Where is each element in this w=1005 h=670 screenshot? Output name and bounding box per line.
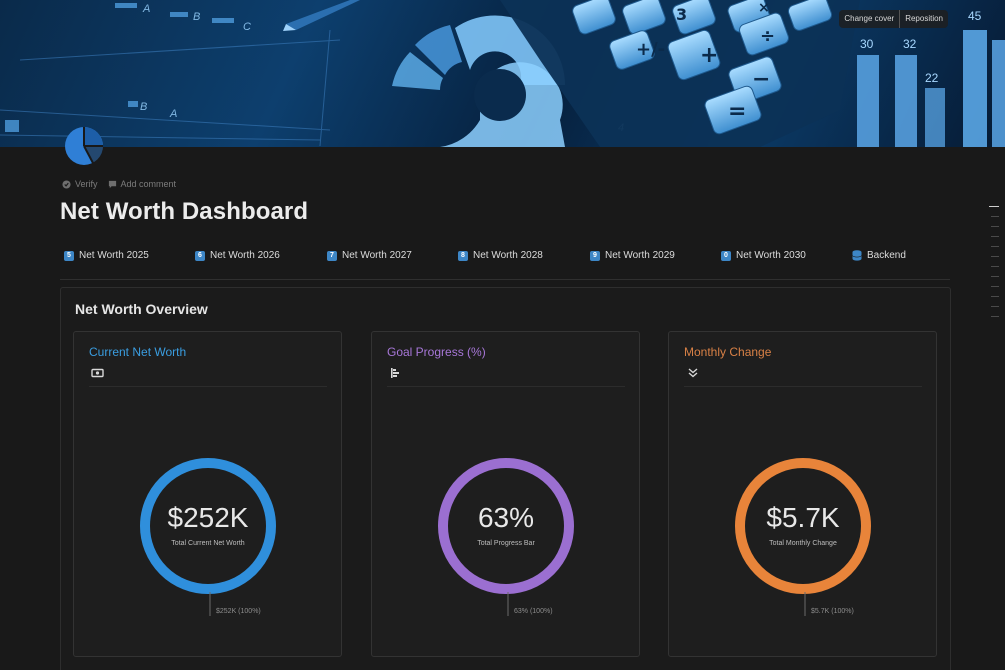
svg-text:32: 32	[903, 37, 917, 51]
svg-text:÷: ÷	[760, 26, 775, 47]
keycap-7-icon: 7	[327, 250, 337, 261]
svg-text:B: B	[140, 101, 147, 113]
card-divider	[89, 386, 327, 387]
net-worth-overview-section: Net Worth Overview Current Net Worth $25…	[60, 287, 951, 670]
card-title: Current Net Worth	[89, 345, 187, 359]
keycap-0-icon: 0	[721, 250, 731, 261]
svg-text:A: A	[142, 3, 150, 15]
donut-chart	[140, 458, 276, 594]
svg-text:45: 45	[968, 9, 982, 23]
keycap-9-icon: 9	[590, 250, 600, 261]
link-label: Backend	[867, 250, 906, 261]
svg-text:−: −	[752, 67, 770, 92]
svg-text:B: B	[193, 11, 200, 23]
year-links-row: 5 Net Worth 2025 6 Net Worth 2026 7 Net …	[64, 250, 924, 264]
link-label: Net Worth 2028	[473, 250, 543, 261]
add-comment-button[interactable]: Add comment	[108, 179, 177, 189]
link-label: Net Worth 2027	[342, 250, 412, 261]
overview-title: Net Worth Overview	[75, 301, 208, 317]
metric-subtitle: Total Current Net Worth	[171, 540, 245, 547]
card-divider	[387, 386, 625, 387]
database-icon	[852, 250, 862, 261]
card-divider	[684, 386, 922, 387]
goal-progress-card[interactable]: Goal Progress (%) 63% Total Progress Bar…	[371, 331, 640, 657]
svg-text:=: =	[728, 99, 746, 124]
svg-text:+: +	[700, 43, 718, 68]
label-leader-line	[507, 592, 509, 616]
svg-text:+/-: +/-	[636, 39, 665, 60]
link-net-worth-2026[interactable]: 6 Net Worth 2026	[195, 250, 280, 261]
double-chevron-down-icon	[688, 368, 698, 378]
slice-label: 63% (100%)	[514, 608, 553, 615]
cover-actions: Change cover Reposition	[839, 10, 948, 28]
banknote-icon	[91, 368, 104, 378]
link-label: Net Worth 2025	[79, 250, 149, 261]
svg-text:3: 3	[676, 5, 687, 24]
change-cover-button[interactable]: Change cover	[844, 14, 895, 23]
outline-navigator[interactable]	[989, 206, 1001, 326]
current-net-worth-card[interactable]: Current Net Worth $252K Total Current Ne…	[73, 331, 342, 657]
check-badge-icon	[62, 179, 71, 189]
metric-value: 63%	[477, 502, 535, 533]
link-label: Net Worth 2030	[736, 250, 806, 261]
svg-text:C: C	[243, 21, 251, 33]
page-meta-row: Verify Add comment	[62, 179, 176, 189]
link-net-worth-2027[interactable]: 7 Net Worth 2027	[327, 250, 412, 261]
keycap-8-icon: 8	[458, 250, 468, 261]
link-net-worth-2030[interactable]: 0 Net Worth 2030	[721, 250, 806, 261]
cover-artwork: A B C B A 4	[0, 0, 1005, 147]
monthly-change-card[interactable]: Monthly Change $5.7K Total Monthly Chang…	[668, 331, 937, 657]
cover-image[interactable]: A B C B A 4	[0, 0, 1005, 147]
divider	[60, 279, 950, 280]
label-leader-line	[209, 592, 211, 616]
donut-chart	[438, 458, 574, 594]
metric-subtitle: Total Monthly Change	[769, 540, 837, 547]
slice-label: $252K (100%)	[216, 608, 261, 615]
keycap-6-icon: 6	[195, 250, 205, 261]
donut-slice	[735, 458, 871, 594]
keycap-5-icon: 5	[64, 250, 74, 261]
link-net-worth-2029[interactable]: 9 Net Worth 2029	[590, 250, 675, 261]
metric-value: $252K	[167, 502, 249, 533]
link-net-worth-2025[interactable]: 5 Net Worth 2025	[64, 250, 149, 261]
verify-label: Verify	[75, 179, 98, 189]
svg-text:30: 30	[860, 37, 874, 51]
donut-slice	[140, 458, 276, 594]
verify-button[interactable]: Verify	[62, 179, 98, 189]
page-title[interactable]: Net Worth Dashboard	[60, 198, 309, 225]
link-label: Net Worth 2026	[210, 250, 280, 261]
svg-text:A: A	[169, 108, 177, 120]
metric-subtitle: Total Progress Bar	[477, 540, 535, 547]
add-comment-label: Add comment	[120, 179, 177, 189]
link-net-worth-2028[interactable]: 8 Net Worth 2028	[458, 250, 543, 261]
card-title: Goal Progress (%)	[387, 345, 486, 359]
svg-text:×: ×	[758, 0, 770, 16]
label-leader-line	[804, 592, 806, 616]
comment-icon	[108, 180, 116, 188]
card-title: Monthly Change	[684, 345, 772, 359]
link-label: Net Worth 2029	[605, 250, 675, 261]
link-backend[interactable]: Backend	[852, 250, 906, 261]
metric-value: $5.7K	[766, 502, 840, 533]
svg-text:22: 22	[925, 71, 939, 85]
donut-slice	[438, 458, 574, 594]
reposition-button[interactable]: Reposition	[899, 10, 948, 28]
bar-chart-icon	[391, 368, 399, 378]
slice-label: $5.7K (100%)	[811, 608, 854, 615]
donut-chart	[735, 458, 871, 594]
pie-chart-icon[interactable]	[63, 125, 105, 167]
